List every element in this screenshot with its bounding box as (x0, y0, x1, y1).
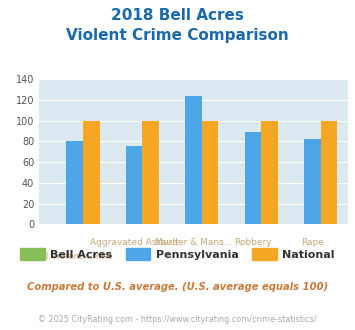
Text: 2018 Bell Acres: 2018 Bell Acres (111, 8, 244, 23)
Text: Rape: Rape (301, 238, 324, 247)
Bar (66, 142, 83, 224)
Bar (202, 121, 218, 224)
Bar (126, 146, 142, 224)
Bar (304, 139, 321, 224)
Bar (185, 96, 202, 224)
Text: All Violent Crime: All Violent Crime (37, 252, 113, 261)
Text: Murder & Mans...: Murder & Mans... (155, 238, 232, 247)
Text: Compared to U.S. average. (U.S. average equals 100): Compared to U.S. average. (U.S. average … (27, 282, 328, 292)
Legend: Bell Acres, Pennsylvania, National: Bell Acres, Pennsylvania, National (16, 244, 339, 264)
Bar (321, 121, 337, 224)
Bar (245, 132, 261, 224)
Bar (261, 121, 278, 224)
Text: Robbery: Robbery (234, 238, 272, 247)
Text: Aggravated Assault: Aggravated Assault (90, 238, 178, 247)
Text: Violent Crime Comparison: Violent Crime Comparison (66, 28, 289, 43)
Text: © 2025 CityRating.com - https://www.cityrating.com/crime-statistics/: © 2025 CityRating.com - https://www.city… (38, 315, 317, 324)
Bar (83, 121, 100, 224)
Bar (142, 121, 159, 224)
